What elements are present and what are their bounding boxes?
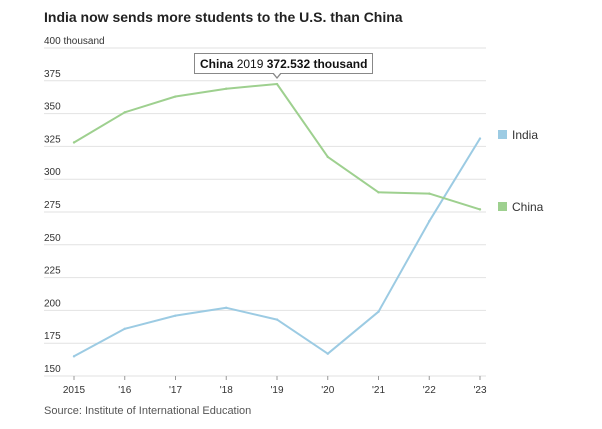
data-point-india: [174, 314, 177, 317]
gridlines: [44, 47, 486, 377]
y-tick-label: 250: [44, 233, 61, 244]
data-point-china: [275, 82, 279, 86]
x-tick-label: '22: [423, 385, 436, 396]
data-point-india: [123, 327, 126, 330]
x-tick-label: '19: [270, 385, 283, 396]
x-tick-label: '21: [372, 385, 385, 396]
data-point-china: [174, 95, 177, 98]
series-lines: [72, 82, 482, 358]
y-tick-label: 375: [44, 69, 61, 80]
x-axis-ticks: 2015 '16 '17 '18 '19 '20 '21 '22 '23: [63, 376, 487, 396]
x-tick-label: '18: [220, 385, 233, 396]
data-point-india: [275, 318, 279, 321]
data-point-china: [225, 87, 228, 90]
data-point-china: [377, 191, 380, 194]
chart-title: India now sends more students to the U.S…: [44, 9, 403, 25]
data-point-china: [72, 141, 76, 144]
legend-swatch-india: [498, 130, 507, 139]
data-point-india: [428, 219, 431, 223]
data-point-india: [326, 352, 329, 355]
data-point-china: [123, 111, 126, 114]
y-tick-label: 325: [44, 134, 61, 145]
x-tick-label: '16: [118, 385, 131, 396]
y-tick-label: 275: [44, 200, 61, 211]
tooltip-series: China: [200, 57, 234, 71]
y-tick-label: 175: [44, 331, 61, 342]
data-point-china: [478, 208, 482, 211]
x-tick-label: '20: [321, 385, 334, 396]
y-tick-label: 150: [44, 364, 61, 375]
data-point-china: [428, 192, 431, 195]
tooltip-year: 2019: [236, 57, 264, 71]
data-point-china: [326, 155, 329, 159]
legend-swatch-china: [498, 202, 507, 211]
tooltip-value: 372.532 thousand: [266, 57, 368, 71]
y-tick-label: 350: [44, 102, 61, 113]
data-point-india: [377, 310, 380, 313]
y-tick-label: 225: [44, 266, 61, 277]
y-tick-label: 300: [44, 167, 61, 178]
data-tooltip: China 2019 372.532 thousand: [194, 53, 374, 74]
data-point-india: [225, 306, 228, 309]
x-tick-label: 2015: [63, 385, 86, 396]
legend: India China: [498, 128, 544, 214]
series-line-india: [73, 137, 481, 358]
legend-label-china: China: [512, 200, 544, 214]
source-note: Source: Institute of International Educa…: [44, 405, 252, 417]
legend-label-india: India: [512, 128, 538, 142]
x-tick-label: '23: [473, 385, 486, 396]
y-axis-ticks: 150 175 200 225 250 275 300 325 350 375 400 thousa…: [44, 36, 105, 375]
y-tick-label: 200: [44, 298, 61, 309]
data-point-india: [478, 137, 482, 140]
tooltip-pointer-fill: [273, 72, 281, 77]
x-tick-label: '17: [169, 385, 182, 396]
y-tick-label: 400 thousand: [44, 36, 105, 47]
data-point-india: [72, 355, 76, 358]
